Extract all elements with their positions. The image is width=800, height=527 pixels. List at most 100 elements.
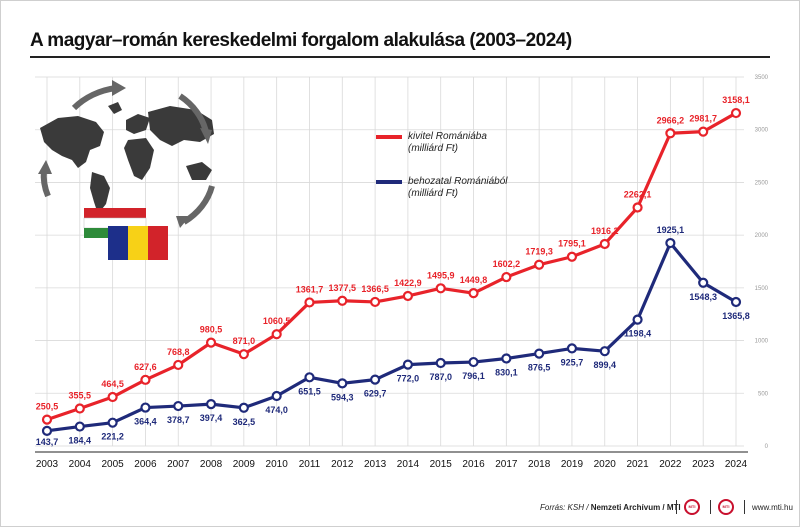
x-tick-label: 2024 <box>725 459 748 470</box>
x-tick-label: 2003 <box>36 459 59 470</box>
y-tick-label: 3000 <box>755 128 769 134</box>
x-tick-label: 2015 <box>430 459 453 470</box>
export-data-point <box>238 349 249 360</box>
import-data-label: 772,0 <box>397 374 420 384</box>
x-tick-label: 2019 <box>561 459 584 470</box>
x-tick-label: 2017 <box>495 459 518 470</box>
export-data-label: 1361,7 <box>296 284 324 294</box>
mti-logo-icon: MTI <box>684 499 700 515</box>
export-data-point <box>632 202 643 213</box>
circular-arrowheads <box>38 80 212 228</box>
series-layer <box>41 107 742 436</box>
footer-separator <box>710 500 711 514</box>
x-tick-labels: 2003 2004 2005 2006 2007 2008 2009 2010 2011 2012… <box>36 459 748 470</box>
import-data-point <box>599 346 610 357</box>
export-data-label: 1377,5 <box>329 283 357 293</box>
site-url: www.mti.hu <box>752 503 793 512</box>
export-data-label: 464,5 <box>101 379 124 389</box>
export-data-label: 355,5 <box>69 391 92 401</box>
legend-import-label: behozatal Romániából <box>408 176 508 187</box>
export-data-point <box>205 337 217 348</box>
export-data-point <box>337 295 348 306</box>
grid-layer <box>35 76 748 453</box>
import-data-point <box>173 400 184 412</box>
chart-title: A magyar–román kereskedelmi forgalom ala… <box>30 30 572 51</box>
import-data-label: 876,5 <box>528 363 551 373</box>
export-series-line <box>46 111 737 422</box>
import-data-point <box>534 348 545 359</box>
x-tick-label: 2006 <box>134 459 157 470</box>
export-data-point <box>74 403 85 414</box>
y-tick-label: 2000 <box>755 233 769 239</box>
export-data-point <box>468 288 479 299</box>
x-tick-label: 2007 <box>167 459 190 470</box>
export-data-point <box>402 290 414 302</box>
import-data-point <box>402 359 414 370</box>
source-prefix: Forrás: KSH / <box>540 503 591 512</box>
import-data-point <box>665 237 676 249</box>
export-data-label: 1422,9 <box>394 278 422 288</box>
romania-flag-icon <box>108 226 168 260</box>
export-data-point <box>534 259 545 270</box>
export-data-label: 250,5 <box>36 402 59 412</box>
import-data-point <box>74 421 85 432</box>
legend-export-unit: (milliárd Ft) <box>408 143 458 154</box>
import-data-label: 1548,3 <box>689 292 717 302</box>
world-map-icon <box>40 102 214 214</box>
y-tick-label: 2500 <box>755 180 769 186</box>
x-tick-label: 2021 <box>626 459 649 470</box>
import-data-point <box>337 378 348 389</box>
import-data-point <box>304 372 315 383</box>
import-data-point <box>501 353 512 364</box>
x-tick-label: 2011 <box>299 459 321 470</box>
import-data-point <box>205 399 217 410</box>
import-data-label: 1365,8 <box>722 311 750 321</box>
x-tick-label: 2008 <box>200 459 223 470</box>
export-data-label: 1602,2 <box>493 259 521 269</box>
x-tick-label: 2016 <box>462 459 485 470</box>
footer-separator <box>744 500 745 514</box>
archive-logo-icon: MTI <box>718 499 734 515</box>
import-data-point <box>698 277 709 288</box>
export-data-point <box>599 238 610 250</box>
import-data-label: 594,3 <box>331 392 354 402</box>
import-data-label: 143,7 <box>36 437 59 447</box>
import-data-label: 925,7 <box>561 357 584 367</box>
x-tick-label: 2009 <box>233 459 256 470</box>
export-data-label: 1449,8 <box>460 275 488 285</box>
export-data-point <box>369 296 381 308</box>
export-data-label: 871,0 <box>233 336 256 346</box>
x-tick-label: 2022 <box>659 459 682 470</box>
import-data-label: 1198,4 <box>624 329 651 339</box>
export-data-point <box>140 374 151 385</box>
legend-export-label: kivitel Romániába <box>408 131 487 142</box>
export-data-point <box>698 126 709 137</box>
export-data-point <box>435 283 446 294</box>
export-data-point <box>271 329 282 340</box>
source-bold: Nemzeti Archívum / MTI <box>590 503 681 512</box>
export-data-label: 2966,2 <box>657 115 685 125</box>
import-data-label: 397,4 <box>200 413 223 423</box>
source-note: Forrás: KSH / Nemzeti Archívum / MTI <box>540 503 681 512</box>
import-data-label: 364,4 <box>134 417 157 427</box>
x-tick-label: 2023 <box>692 459 715 470</box>
import-data-point <box>632 314 643 325</box>
export-data-point <box>41 414 53 425</box>
export-data-point <box>501 271 512 283</box>
y-tick-label: 3500 <box>755 75 769 81</box>
import-data-label: 830,1 <box>495 367 518 377</box>
y-tick-label: 500 <box>758 391 769 397</box>
legend-export: kivitel Romániába (milliárd Ft) <box>408 131 487 155</box>
x-tick-label: 2005 <box>101 459 124 470</box>
import-data-point <box>468 356 479 368</box>
import-data-point <box>238 402 249 413</box>
export-data-label: 1495,9 <box>427 270 455 280</box>
import-data-point <box>107 417 118 428</box>
export-data-label: 627,6 <box>134 362 157 372</box>
y-tick-label: 1000 <box>755 339 769 345</box>
import-data-label: 651,5 <box>298 386 321 396</box>
y-tick-label: 0 <box>765 444 769 450</box>
import-data-point <box>730 296 742 308</box>
export-data-point <box>665 128 676 139</box>
